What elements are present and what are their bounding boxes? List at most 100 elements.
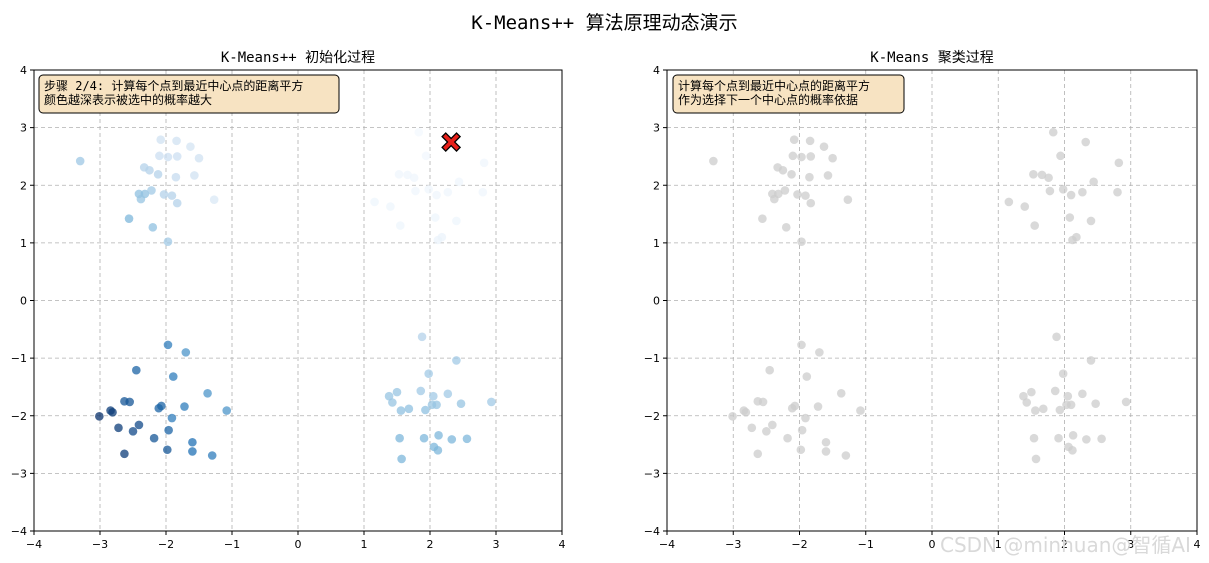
y-tick-label: −4 — [11, 525, 27, 538]
x-tick-label: −4 — [26, 538, 42, 551]
data-point — [447, 435, 457, 444]
annotation-line: 作为选择下一个中心点的概率依据 — [678, 92, 858, 107]
data-point — [172, 198, 182, 208]
y-tick-label: −3 — [644, 467, 660, 480]
data-point — [163, 152, 173, 162]
data-point — [395, 433, 404, 443]
annotation-box — [38, 74, 340, 114]
x-tick-label: 1 — [361, 538, 368, 551]
data-point — [806, 152, 816, 161]
data-point — [452, 216, 461, 226]
data-point — [1052, 332, 1061, 342]
annotation-line: 计算每个点到最近中心点的距离平方 — [678, 78, 870, 93]
data-point — [409, 173, 419, 183]
x-tick-label: −2 — [791, 538, 807, 551]
data-point — [432, 190, 441, 200]
data-point — [1068, 446, 1077, 455]
x-tick-label: −1 — [858, 538, 874, 551]
y-tick-label: 0 — [653, 295, 660, 308]
data-point — [1027, 387, 1036, 397]
data-point — [781, 223, 791, 232]
data-point — [1037, 170, 1047, 180]
data-point — [396, 221, 405, 230]
data-point — [1020, 202, 1030, 211]
x-tick-label: −3 — [92, 538, 108, 551]
data-point — [1031, 406, 1040, 415]
data-point — [1039, 404, 1048, 414]
data-point — [1066, 400, 1076, 410]
data-point — [805, 136, 815, 146]
data-point — [424, 369, 433, 378]
figure-title: K-Means++ 算法原理动态演示 — [471, 12, 738, 34]
data-point — [394, 170, 404, 179]
data-point — [145, 165, 154, 175]
data-point — [1113, 187, 1122, 197]
data-point — [454, 177, 464, 187]
data-point — [1048, 127, 1058, 137]
data-point — [797, 425, 807, 435]
data-point — [388, 398, 397, 407]
data-point — [424, 184, 433, 194]
y-tick-label: 2 — [20, 179, 27, 192]
data-point — [452, 356, 461, 365]
data-point — [797, 340, 806, 350]
data-point — [478, 187, 488, 197]
data-point — [443, 389, 453, 399]
data-point — [793, 190, 802, 199]
data-point — [1065, 213, 1075, 222]
y-tick-label: 3 — [20, 122, 27, 135]
x-tick-label: 1 — [995, 538, 1002, 551]
y-tick-label: −4 — [644, 525, 660, 538]
left-panel-title: K-Means++ 初始化过程 — [221, 49, 375, 66]
data-point — [397, 454, 406, 464]
data-point — [1058, 184, 1068, 194]
data-point — [1019, 391, 1028, 401]
data-point — [813, 402, 823, 411]
data-point — [801, 413, 810, 423]
data-point — [124, 214, 134, 223]
data-point — [787, 403, 797, 413]
data-point — [1044, 173, 1053, 183]
data-point — [802, 372, 812, 381]
data-point — [148, 223, 158, 232]
data-point — [404, 404, 414, 414]
data-point — [114, 423, 123, 433]
data-point — [815, 348, 824, 357]
left-panel-kmeanspp-init: −4 −3 −2 −1 0 1 2 3 4 −4 −3 −2 −1 0 1 2 3 4 步骤 2/4: 计算每个点到… — [11, 49, 566, 551]
data-point — [159, 190, 169, 199]
data-point — [805, 172, 814, 182]
data-point — [392, 387, 402, 397]
data-point — [180, 402, 189, 411]
data-point — [487, 397, 496, 407]
data-point — [163, 237, 173, 247]
data-point — [843, 195, 853, 204]
data-point — [1004, 197, 1014, 207]
x-tick-label: 4 — [1194, 538, 1201, 551]
x-tick-label: 2 — [1061, 538, 1068, 551]
x-tick-label: −2 — [158, 538, 174, 551]
data-point — [1097, 434, 1106, 444]
data-point — [386, 202, 395, 211]
data-point — [188, 437, 197, 447]
data-point — [188, 447, 197, 456]
data-point — [787, 170, 796, 179]
data-point — [75, 156, 85, 166]
data-point — [823, 171, 833, 180]
data-point — [1030, 221, 1039, 230]
data-point — [821, 437, 831, 447]
data-point — [788, 151, 798, 161]
data-point — [801, 191, 810, 200]
right-panel-kmeans-clustering: −4 −3 −2 −1 0 1 2 3 4 −4 −3 −2 −1 0 1 2 3 4 计算每个点到最近中心点的距离… — [644, 50, 1201, 551]
y-tick-label: −1 — [11, 352, 27, 365]
data-point — [168, 372, 178, 381]
data-point — [433, 446, 443, 455]
data-point — [1063, 391, 1073, 401]
selected-center-marker — [441, 132, 462, 152]
data-point — [1072, 232, 1081, 242]
data-point — [770, 194, 779, 204]
data-point — [1054, 433, 1063, 443]
data-point — [1114, 158, 1124, 168]
data-point — [416, 386, 426, 396]
data-point — [841, 451, 851, 460]
